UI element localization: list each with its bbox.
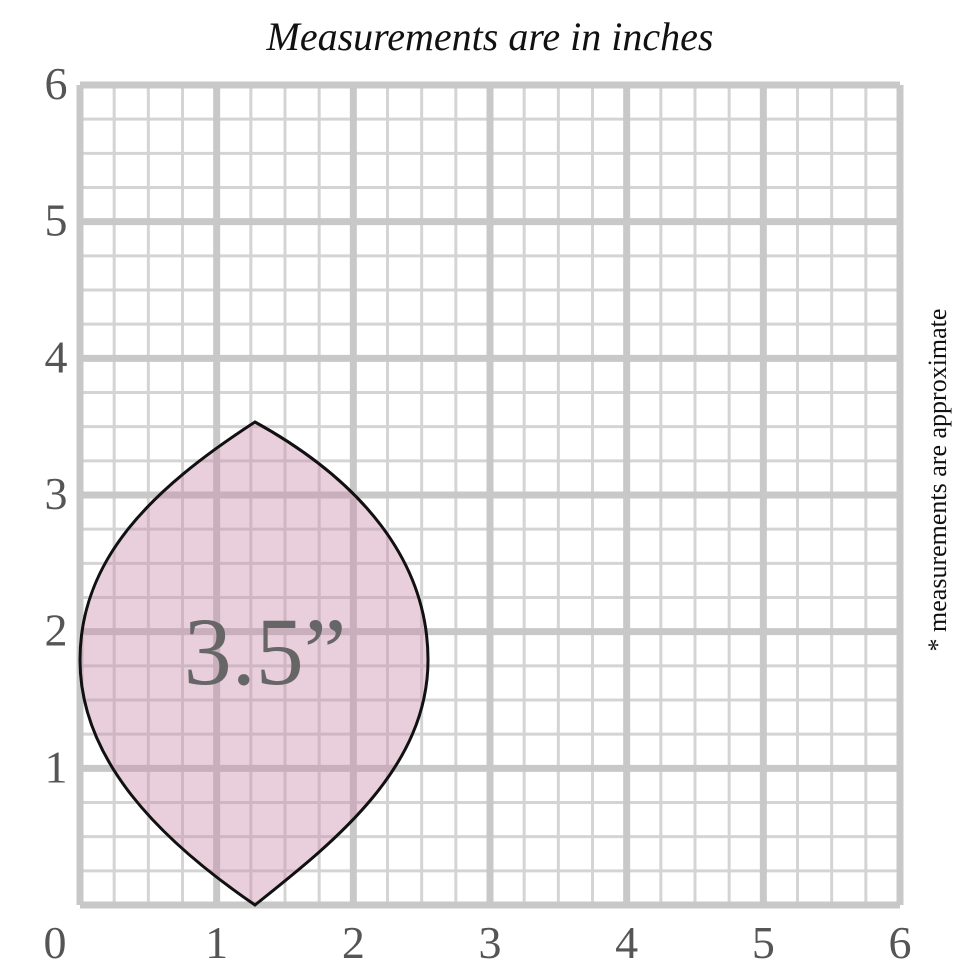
x-tick-label: 2 [342, 917, 365, 968]
tick-labels: 0 1 2 3 4 5 6 1 2 3 4 5 6 [44, 58, 912, 968]
y-tick-label: 1 [45, 741, 68, 792]
title: Measurements are in inches [266, 14, 714, 59]
x-tick-label: 0 [44, 917, 67, 968]
y-tick-label: 3 [45, 468, 68, 519]
x-tick-label: 4 [615, 917, 638, 968]
y-tick-label: 4 [45, 331, 68, 382]
y-tick-label: 6 [45, 58, 68, 109]
x-tick-label: 3 [479, 917, 502, 968]
note: * measurements are approximate [923, 309, 952, 652]
x-tick-label: 5 [752, 917, 775, 968]
x-tick-label: 6 [889, 917, 912, 968]
grid [76, 81, 904, 909]
y-tick-label: 2 [45, 605, 68, 656]
x-tick-label: 1 [205, 917, 228, 968]
shape-label: 3.5” [184, 598, 347, 705]
leaf-shape [78, 420, 430, 907]
y-tick-label: 5 [45, 195, 68, 246]
